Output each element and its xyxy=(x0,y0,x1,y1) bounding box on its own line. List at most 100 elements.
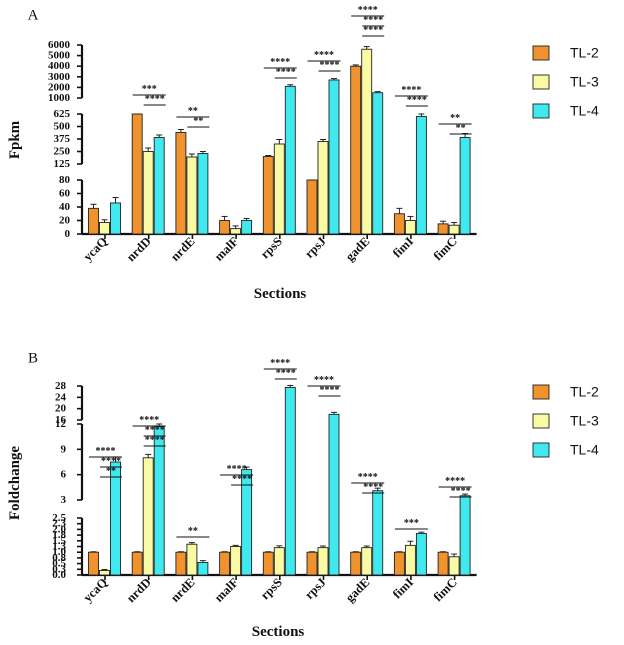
legend-label-tl-3: TL-3 xyxy=(570,413,599,429)
bar-tl-3-rpsj xyxy=(317,141,329,235)
y-tick-label: 1.3 xyxy=(52,541,66,553)
bar-tl-3-ycaq xyxy=(99,569,110,576)
legend-label-tl-4: TL-4 xyxy=(570,103,599,119)
category-label-rpss: rpsS xyxy=(258,575,285,602)
y-axis-title-a: Fpkm xyxy=(7,120,23,159)
legend-swatch-tl-3 xyxy=(532,74,550,90)
category-label-fimi: fimI xyxy=(390,575,416,601)
significance-label: **** xyxy=(270,358,290,369)
y-tick-label: 6000 xyxy=(48,39,71,51)
category-label-rpsj: rpsJ xyxy=(302,575,329,602)
bar-tl-2-nrde xyxy=(175,132,187,235)
bar-tl-3-fimi xyxy=(404,544,416,576)
bar-tl-4-gade xyxy=(372,92,384,235)
bar-tl-2-fimi xyxy=(393,213,405,235)
legend-label-tl-4: TL-4 xyxy=(570,442,599,458)
y-tick-label: 0.8 xyxy=(52,552,66,564)
y-tick-label: 2.5 xyxy=(52,512,66,524)
bar-tl-3-nrde xyxy=(186,543,198,576)
significance-label: **** xyxy=(145,94,165,105)
significance-label: **** xyxy=(320,385,340,396)
bar-tl-3-malf xyxy=(230,228,242,235)
y-tick-label: 20 xyxy=(59,215,71,227)
legend-a: TL-2 TL-3 TL-4 xyxy=(532,45,599,119)
bar-tl-2-nrdd xyxy=(131,551,143,576)
significance-label: **** xyxy=(363,15,383,26)
bar-tl-4-fimi xyxy=(415,533,427,576)
bar-tl-3-rpsj xyxy=(317,547,329,576)
bar-tl-4-rpsj xyxy=(328,79,340,235)
legend-swatch-tl-4 xyxy=(532,103,550,119)
category-label-rpsj: rpsJ xyxy=(302,234,329,261)
bar-tl-2-gade xyxy=(350,65,362,235)
significance-label: **** xyxy=(358,5,378,16)
legend-swatch-tl-2 xyxy=(532,45,550,61)
y-tick-label: 1.8 xyxy=(52,529,66,541)
bar-tl-3-fimi xyxy=(404,220,416,235)
significance-label: **** xyxy=(358,472,378,483)
significance-label: *** xyxy=(142,84,157,95)
y-tick-label: 2000 xyxy=(48,81,71,93)
y-tick-label: 24 xyxy=(55,391,67,403)
bar-tl-3-fimc xyxy=(448,556,460,576)
significance-label: ** xyxy=(188,106,198,117)
y-tick-label: 80 xyxy=(59,174,71,186)
bar-tl-2-malf xyxy=(219,220,231,235)
significance-label: **** xyxy=(451,486,471,497)
bar-tl-4-fimi xyxy=(415,116,427,235)
y-tick-label: 9 xyxy=(61,443,67,455)
bar-tl-3-rpss xyxy=(273,143,285,235)
category-label-rpss: rpsS xyxy=(258,234,285,261)
significance-label: **** xyxy=(96,446,116,457)
legend-label-tl-2: TL-2 xyxy=(570,384,599,400)
bar-tl-4-nrde xyxy=(197,153,209,235)
bar-tl-3-rpss xyxy=(273,547,285,576)
bar-tl-3-nrdd xyxy=(142,457,154,576)
legend-label-tl-3: TL-3 xyxy=(570,74,599,90)
significance-label: ** xyxy=(193,116,203,127)
y-tick-label: 5000 xyxy=(48,50,71,62)
category-label-ycaq: ycaQ xyxy=(81,234,111,264)
bar-tl-2-rpss xyxy=(262,551,274,576)
y-tick-label: 1.0 xyxy=(52,546,66,558)
x-axis-title-b: Sections xyxy=(252,624,305,640)
legend-swatch-tl-4 xyxy=(532,442,550,458)
significance-label: **** xyxy=(314,375,334,386)
bar-tl-2-fimc xyxy=(437,551,449,576)
y-tick-label: 125 xyxy=(54,158,71,170)
bar-tl-4-fimc xyxy=(459,495,471,576)
significance-label: ** xyxy=(188,526,198,537)
panel-label-b: B xyxy=(28,350,38,366)
significance-label: ** xyxy=(106,466,116,477)
bar-tl-3-ycaq xyxy=(99,222,110,235)
y-tick-label: 375 xyxy=(54,133,71,145)
bar-tl-4-fimc xyxy=(459,137,471,235)
significance-label: **** xyxy=(276,368,296,379)
y-tick-label: 250 xyxy=(54,146,71,158)
significance-label: **** xyxy=(227,464,247,475)
y-tick-label: 2.0 xyxy=(52,523,66,535)
y-tick-label: 40 xyxy=(59,201,71,213)
bar-tl-2-rpsj xyxy=(306,551,318,576)
y-tick-label: 500 xyxy=(54,121,71,133)
legend-swatch-tl-3 xyxy=(532,413,550,429)
bar-tl-4-rpsj xyxy=(328,413,340,576)
y-tick-label: 12 xyxy=(55,418,67,430)
y-tick-label: 6 xyxy=(61,469,67,481)
significance-label: **** xyxy=(407,95,427,106)
y-tick-label: 0.0 xyxy=(52,569,66,581)
y-tick-label: 60 xyxy=(59,188,71,200)
bar-tl-3-gade xyxy=(361,48,373,235)
y-tick-label: 16 xyxy=(55,414,67,426)
significance-label: **** xyxy=(363,25,383,36)
bar-tl-3-fimc xyxy=(448,224,460,235)
y-tick-label: 3000 xyxy=(48,71,71,83)
bar-tl-2-rpss xyxy=(262,156,274,235)
bar-tl-4-rpss xyxy=(284,386,296,576)
bar-tl-4-nrdd xyxy=(153,426,165,576)
significance-label: **** xyxy=(145,425,165,436)
significance-label: **** xyxy=(270,57,290,68)
significance-label: **** xyxy=(314,50,334,61)
bar-tl-4-rpss xyxy=(284,85,296,235)
